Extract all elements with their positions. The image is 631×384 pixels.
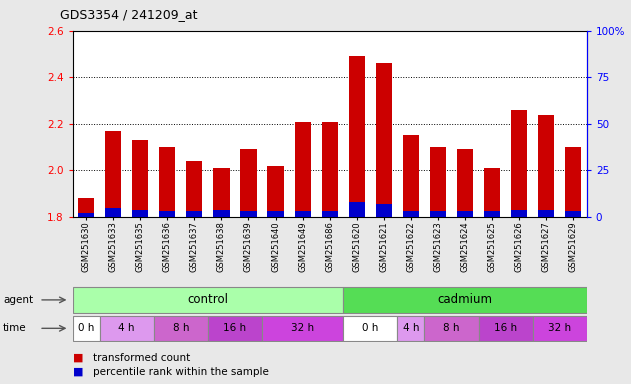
Bar xyxy=(375,63,392,217)
Bar xyxy=(478,316,533,341)
Bar xyxy=(511,210,528,217)
Bar xyxy=(73,316,100,341)
Bar xyxy=(403,136,419,217)
Bar xyxy=(78,199,94,217)
Text: 4 h: 4 h xyxy=(403,323,419,333)
Bar xyxy=(425,316,478,341)
Bar xyxy=(533,316,587,341)
Bar xyxy=(208,316,262,341)
Bar xyxy=(484,168,500,217)
Bar xyxy=(322,211,338,217)
Text: GDS3354 / 241209_at: GDS3354 / 241209_at xyxy=(60,8,198,21)
Text: 32 h: 32 h xyxy=(548,323,571,333)
Bar xyxy=(375,204,392,217)
Bar xyxy=(430,147,446,217)
Text: 8 h: 8 h xyxy=(173,323,189,333)
Text: 32 h: 32 h xyxy=(291,323,314,333)
Text: control: control xyxy=(187,293,228,306)
Bar xyxy=(511,110,528,217)
Text: time: time xyxy=(3,323,27,333)
Bar xyxy=(295,121,310,217)
Bar xyxy=(240,211,257,217)
Text: 8 h: 8 h xyxy=(443,323,460,333)
Bar xyxy=(349,202,365,217)
Bar xyxy=(186,161,203,217)
Bar xyxy=(430,211,446,217)
Text: percentile rank within the sample: percentile rank within the sample xyxy=(93,367,269,377)
Text: 0 h: 0 h xyxy=(78,323,94,333)
Bar xyxy=(159,147,175,217)
Text: ■: ■ xyxy=(73,353,83,362)
Bar xyxy=(78,213,94,217)
Bar xyxy=(268,166,284,217)
Text: 16 h: 16 h xyxy=(494,323,517,333)
Text: 16 h: 16 h xyxy=(223,323,247,333)
Bar xyxy=(565,147,581,217)
Bar xyxy=(484,211,500,217)
Text: cadmium: cadmium xyxy=(437,293,493,306)
Bar xyxy=(538,114,555,217)
Bar xyxy=(343,316,398,341)
Bar xyxy=(262,316,343,341)
Bar xyxy=(457,149,473,217)
Bar xyxy=(295,211,310,217)
Bar xyxy=(154,316,208,341)
Text: 4 h: 4 h xyxy=(119,323,135,333)
Bar xyxy=(240,149,257,217)
Text: transformed count: transformed count xyxy=(93,353,190,362)
Text: 0 h: 0 h xyxy=(362,323,379,333)
Bar xyxy=(268,211,284,217)
Text: agent: agent xyxy=(3,295,33,305)
Bar xyxy=(565,211,581,217)
Bar xyxy=(403,211,419,217)
Bar xyxy=(105,131,121,217)
Bar xyxy=(538,210,555,217)
Bar xyxy=(398,316,425,341)
Bar xyxy=(457,211,473,217)
Bar xyxy=(132,210,148,217)
Bar xyxy=(159,211,175,217)
Text: ■: ■ xyxy=(73,367,83,377)
Bar xyxy=(186,211,203,217)
Bar xyxy=(213,168,230,217)
Bar xyxy=(73,287,343,313)
Bar xyxy=(343,287,587,313)
Bar xyxy=(132,140,148,217)
Bar xyxy=(322,121,338,217)
Bar xyxy=(213,210,230,217)
Bar xyxy=(349,56,365,217)
Bar xyxy=(100,316,154,341)
Bar xyxy=(105,208,121,217)
